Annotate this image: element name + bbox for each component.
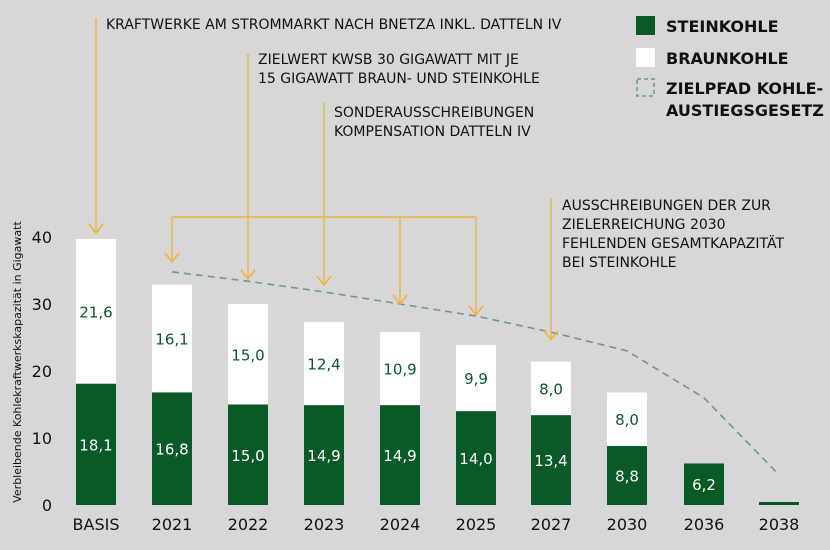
value-label-steinkohle: 14,9 [383, 447, 416, 465]
value-label-steinkohle: 14,0 [459, 450, 492, 468]
annotation: KRAFTWERKE AM STROMMARKT NACH BNETZA INK… [106, 17, 562, 33]
value-label-braunkohle: 15,0 [231, 346, 264, 364]
value-label-braunkohle: 10,9 [383, 361, 416, 379]
value-label-steinkohle: 18,1 [79, 436, 112, 454]
value-label-braunkohle: 16,1 [155, 331, 188, 349]
y-axis-ticks: 0 10 20 30 40 [32, 228, 52, 515]
x-axis-ticks: BASIS 2021 2022 2023 2024 2025 2027 2030 2036 203… [73, 515, 800, 534]
annotation-line: BEI STEINKOHLE [562, 255, 677, 271]
annotation: ZIELWERT KWSB 30 GIGAWATT MIT JE 15 GIGAW… [258, 52, 540, 87]
legend-swatch [636, 48, 655, 67]
bar-steinkohle [304, 405, 344, 505]
value-label-braunkohle: 12,4 [307, 356, 340, 374]
annotation: AUSSCHREIBUNGEN DER ZUR ZIELERREICHUNG 20… [562, 198, 784, 271]
value-label-steinkohle: 15,0 [231, 447, 264, 465]
value-label-steinkohle: 13,4 [534, 452, 567, 470]
bar-steinkohle [456, 411, 496, 505]
x-tick-label: 2025 [456, 515, 497, 534]
y-tick-label: 10 [32, 429, 52, 448]
bar-braunkohle [456, 344, 496, 412]
y-tick-label: 30 [32, 295, 52, 314]
bar-steinkohle [76, 383, 116, 505]
annotation-line: SONDERAUSSCHREIBUNGEN [334, 105, 534, 121]
arrow-2022-head [240, 269, 256, 281]
bar-braunkohle [531, 361, 571, 416]
annotation-line: ZIELERREICHUNG 2030 [562, 217, 726, 233]
annotation-line: 15 GIGAWATT BRAUN- UND STEINKOHLE [258, 71, 540, 87]
arrow-2023-head [316, 275, 332, 287]
annotation-line: FEHLENDEN GESAMTKAPAZITÄT [562, 234, 784, 252]
value-label-braunkohle: 9,9 [464, 370, 488, 388]
x-tick-label: 2038 [759, 515, 800, 534]
annotation-line: ZIELWERT KWSB 30 GIGAWATT MIT JE [258, 52, 519, 68]
bar-braunkohle [304, 322, 344, 406]
annotations: KRAFTWERKE AM STROMMARKT NACH BNETZA INK… [106, 17, 784, 271]
value-label-steinkohle: 8,8 [615, 468, 639, 486]
bar-steinkohle [684, 463, 724, 505]
arrow-basis-head [88, 223, 104, 235]
bar-braunkohle [228, 304, 268, 405]
bar-steinkohle [152, 392, 192, 505]
target-path [171, 271, 780, 476]
x-tick-label: 2023 [304, 515, 345, 534]
arrow-2025-head [468, 305, 484, 317]
value-label-braunkohle: 8,0 [539, 380, 563, 398]
bar-braunkohle [76, 239, 116, 384]
bar-braunkohle [607, 392, 647, 447]
legend-label: AUSTIEGSGESETZ [666, 101, 824, 120]
bar-steinkohle [228, 404, 268, 505]
bar-steinkohle [380, 405, 420, 505]
bar-steinkohle [531, 415, 571, 505]
x-tick-label: 2036 [684, 515, 725, 534]
x-tick-label: 2021 [152, 515, 193, 534]
y-axis-label: Verbleibende Kohlekraftwerkskapazität in… [11, 221, 24, 503]
legend-swatch-dashed [636, 78, 655, 97]
arrow-2021-head [164, 252, 180, 264]
value-label-steinkohle: 6,2 [692, 476, 716, 494]
annotation-line: KOMPENSATION DATTELN IV [334, 124, 531, 140]
annotation-arrows [88, 18, 559, 341]
x-tick-label: 2027 [531, 515, 572, 534]
legend-label: ZIELPFAD KOHLE- [666, 79, 823, 98]
x-tick-label: 2024 [380, 515, 421, 534]
legend-label: BRAUNKOHLE [666, 49, 789, 68]
value-label-steinkohle: 14,9 [307, 447, 340, 465]
bar-steinkohle [759, 502, 799, 505]
arrow-2027-head [543, 330, 559, 341]
annotation-line: KRAFTWERKE AM STROMMARKT NACH BNETZA INK… [106, 17, 562, 33]
value-label-braunkohle: 21,6 [79, 303, 112, 321]
value-label-steinkohle: 16,8 [155, 441, 188, 459]
annotation-line: AUSSCHREIBUNGEN DER ZUR [562, 198, 771, 214]
y-tick-label: 0 [42, 496, 52, 515]
y-axis-title: Verbleibende Kohlekraftwerkskapazität in… [11, 221, 24, 503]
target-path-line [171, 271, 780, 476]
x-tick-label: 2030 [607, 515, 648, 534]
annotation: SONDERAUSSCHREIBUNGEN KOMPENSATION DATTEL… [334, 105, 534, 140]
bar-braunkohle [380, 332, 420, 406]
bar-steinkohle [607, 446, 647, 505]
x-tick-label: BASIS [73, 515, 120, 534]
bar-braunkohle [152, 284, 192, 393]
legend-label: STEINKOHLE [666, 17, 779, 36]
legend-swatch [636, 16, 655, 35]
legend: STEINKOHLE BRAUNKOHLE ZIELPFAD KOHLE- AUSTI… [636, 16, 824, 120]
arrow-2024-head [392, 294, 408, 306]
bars: 18,1 21,6 16,8 16,1 15,0 15,0 14,9 12,4 14,9 10,9… [76, 239, 799, 505]
value-label-braunkohle: 8,0 [615, 411, 639, 429]
y-tick-label: 20 [32, 362, 52, 381]
y-tick-label: 40 [32, 228, 52, 247]
x-tick-label: 2022 [228, 515, 269, 534]
